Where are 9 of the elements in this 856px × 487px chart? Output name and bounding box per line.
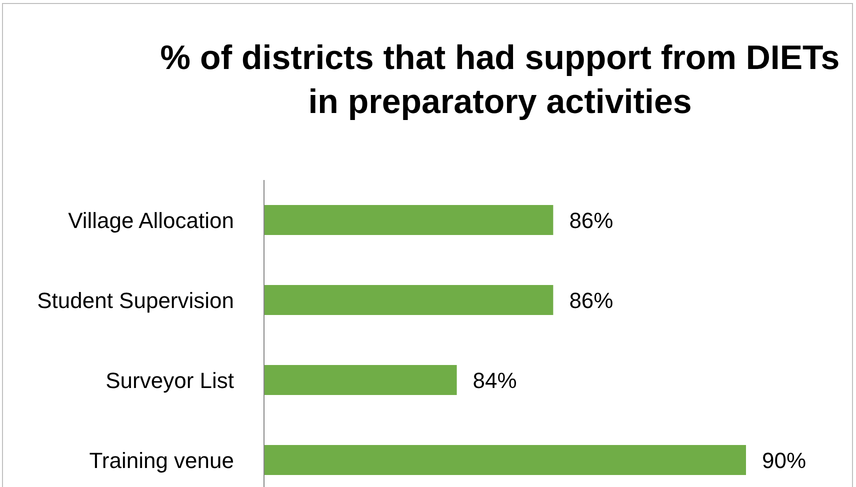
data-label: 84% bbox=[472, 368, 517, 393]
y-tick-label: Training venue bbox=[89, 448, 234, 473]
data-label: 86% bbox=[569, 288, 614, 313]
y-tick-label: Student Supervision bbox=[37, 288, 234, 313]
y-tick-label: Surveyor List bbox=[106, 368, 234, 393]
chart-title: % of districts that had support from DIETs in preparatory activities bbox=[159, 38, 841, 123]
data-label: 86% bbox=[569, 208, 614, 233]
data-label: 90% bbox=[762, 448, 806, 473]
y-tick-label: Village Allocation bbox=[68, 208, 234, 233]
